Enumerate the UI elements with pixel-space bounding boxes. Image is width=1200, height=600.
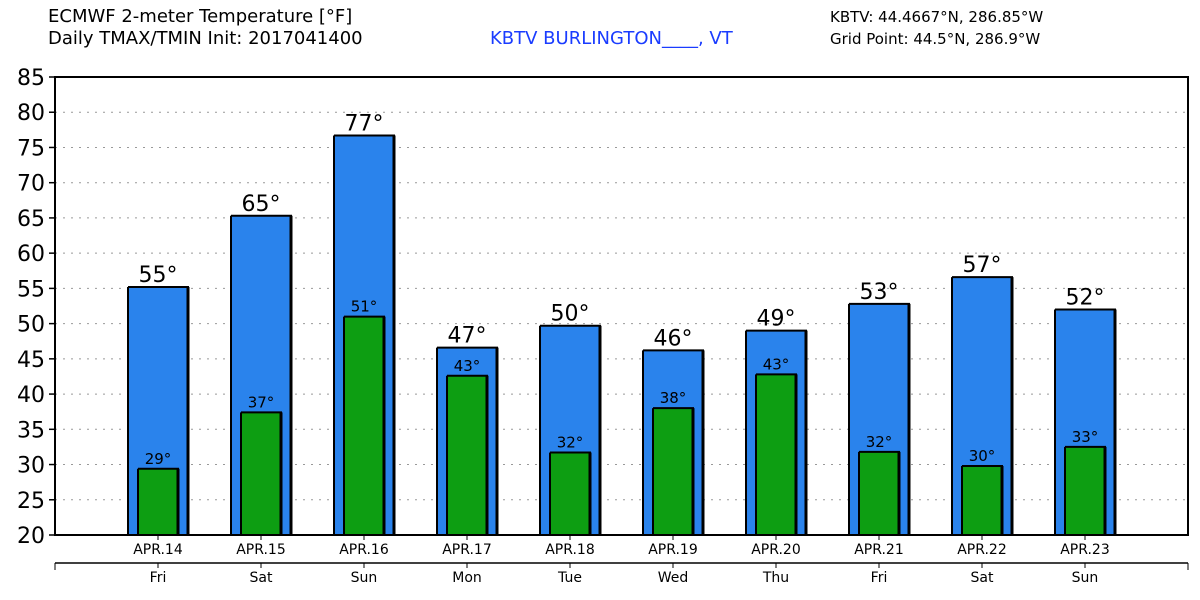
tmin-bar [756, 374, 796, 535]
chart-subtitle: Daily TMAX/TMIN Init: 2017041400 [48, 28, 363, 49]
tmin-bar [138, 468, 178, 535]
y-tick-label: 50 [17, 313, 45, 338]
x-day-label: Mon [452, 570, 482, 586]
y-tick-label: 45 [17, 348, 45, 373]
x-day-label: Fri [871, 570, 888, 586]
tmax-label: 55° [139, 263, 178, 288]
x-date-label: APR.20 [751, 542, 801, 558]
tmin-bar [344, 316, 384, 535]
y-tick-label: 70 [17, 172, 45, 197]
tmax-label: 53° [860, 280, 899, 305]
x-day-label: Fri [150, 570, 167, 586]
y-tick-label: 35 [17, 418, 45, 443]
y-tick-label: 65 [17, 207, 45, 232]
chart-title: ECMWF 2-meter Temperature [°F] [48, 6, 353, 27]
x-date-label: APR.19 [648, 542, 698, 558]
x-day-label: Tue [557, 570, 582, 586]
x-date-label: APR.22 [957, 542, 1007, 558]
x-date-label: APR.21 [854, 542, 904, 558]
y-tick-label: 60 [17, 242, 45, 267]
tmin-label: 29° [145, 450, 172, 468]
y-tick-label: 25 [17, 489, 45, 514]
tmax-label: 65° [242, 192, 281, 217]
y-tick-label: 75 [17, 136, 45, 161]
y-tick-label: 55 [17, 277, 45, 302]
x-date-label: APR.15 [236, 542, 286, 558]
tmin-bar [1065, 446, 1105, 535]
tmax-label: 77° [345, 111, 384, 136]
x-date-label: APR.18 [545, 542, 595, 558]
x-day-label: Sun [351, 570, 378, 586]
x-date-label: APR.17 [442, 542, 492, 558]
tmin-bar [241, 412, 281, 535]
plot-frame [54, 76, 1189, 536]
x-date-label: APR.16 [339, 542, 389, 558]
y-tick-label: 85 [17, 66, 45, 91]
tmin-label: 38° [660, 389, 687, 407]
grid-point: Grid Point: 44.5°N, 286.9°W [830, 30, 1041, 48]
tmin-bar [447, 375, 487, 535]
x-date-label: APR.14 [133, 542, 183, 558]
tmax-label: 46° [654, 326, 693, 351]
tmin-label: 33° [1072, 428, 1099, 446]
tmin-bar [550, 452, 590, 535]
tmax-label: 47° [448, 324, 487, 349]
x-day-label: Sat [250, 570, 273, 586]
tmax-label: 50° [551, 302, 590, 327]
tmin-bar [859, 451, 899, 535]
tmin-bar [653, 408, 693, 535]
tmax-label: 49° [757, 307, 796, 332]
x-date-label: APR.23 [1060, 542, 1110, 558]
tmin-label: 51° [351, 298, 378, 316]
y-tick-label: 30 [17, 454, 45, 479]
tmax-label: 57° [963, 253, 1002, 278]
x-day-label: Wed [658, 570, 689, 586]
y-tick-label: 80 [17, 101, 45, 126]
station-coords: KBTV: 44.4667°N, 286.85°W [830, 8, 1044, 26]
x-day-label: Sun [1072, 570, 1099, 586]
tmin-label: 32° [557, 434, 584, 452]
tmin-label: 37° [248, 393, 275, 411]
tmin-label: 30° [969, 447, 996, 465]
tmin-bar [962, 465, 1002, 535]
y-tick-label: 40 [17, 383, 45, 408]
x-day-label: Sat [971, 570, 994, 586]
y-tick-label: 20 [17, 524, 45, 549]
tmin-label: 32° [866, 433, 893, 451]
tmin-label: 43° [763, 355, 790, 373]
tmin-label: 43° [454, 357, 481, 375]
station-name: KBTV BURLINGTON____, VT [490, 28, 733, 49]
tmax-label: 52° [1066, 286, 1105, 311]
x-day-label: Thu [762, 570, 789, 586]
